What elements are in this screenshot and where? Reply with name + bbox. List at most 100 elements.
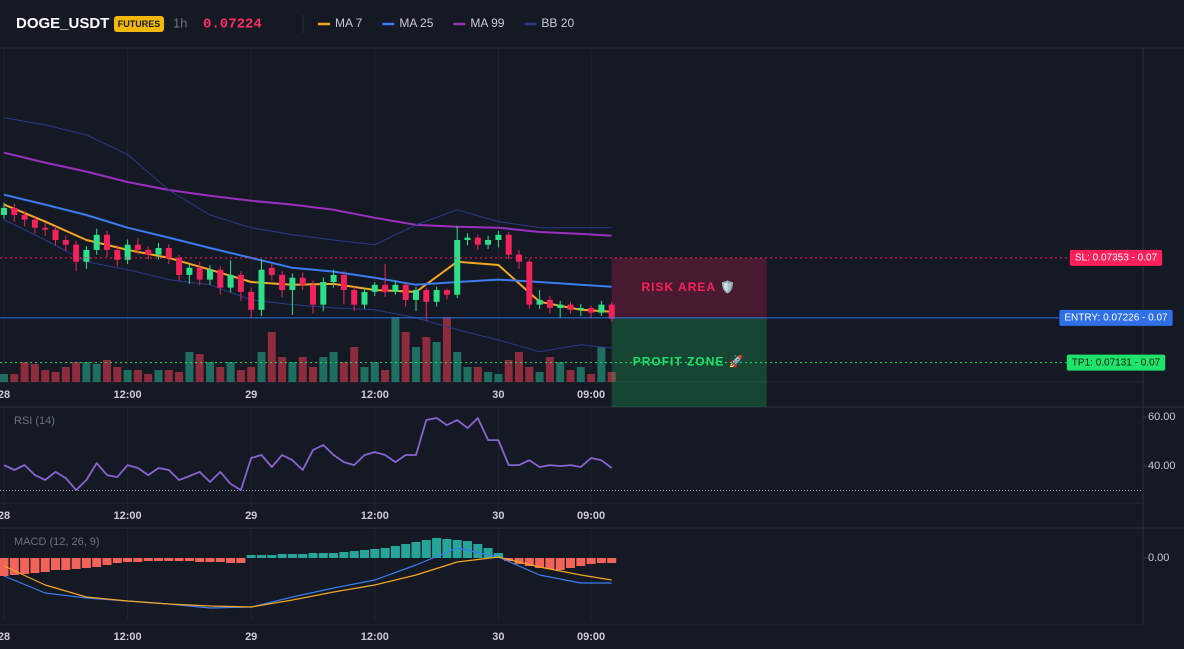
y-tick-label: 40.00	[1148, 460, 1176, 472]
histogram-bar	[596, 558, 606, 563]
candle-body	[299, 277, 306, 285]
candle-body	[557, 304, 564, 308]
volume-bar	[432, 342, 441, 382]
candle-body	[279, 274, 286, 291]
candle-body	[289, 277, 296, 291]
histogram-bar	[112, 558, 122, 563]
volume-bar	[144, 374, 153, 382]
volume-bar	[236, 370, 245, 382]
histogram-bar	[401, 544, 411, 558]
candle-body	[145, 249, 152, 255]
rsi-title: RSI (14)	[14, 415, 55, 427]
candle-body	[176, 257, 183, 275]
candle-body	[83, 249, 90, 262]
volume-bar	[185, 352, 194, 382]
candle-body	[340, 274, 347, 291]
candle-body	[588, 307, 595, 313]
histogram-bar	[566, 558, 575, 568]
volume-bar	[587, 374, 596, 382]
volume-bar	[535, 372, 544, 382]
volume-bar	[391, 317, 400, 382]
histogram-bar	[215, 558, 225, 562]
candle-body	[258, 269, 265, 310]
volume-bar	[10, 374, 19, 382]
candle-body	[52, 229, 59, 241]
histogram-bar	[339, 552, 349, 558]
volume-bar	[175, 372, 184, 382]
volume-bar	[247, 367, 256, 382]
x-tick-label: 12:00	[114, 389, 142, 401]
histogram-bar	[9, 558, 19, 575]
candle-body	[371, 284, 378, 292]
histogram-bar	[81, 558, 91, 568]
candle-body	[73, 244, 80, 262]
volume-bar	[329, 352, 338, 382]
candle-body	[402, 284, 409, 300]
zone	[611, 257, 767, 318]
candle-body	[248, 291, 255, 310]
candle-body	[1, 207, 7, 215]
level-tag: TP1: 0.07131 - 0.07	[1072, 357, 1161, 368]
x-tick-label: 12:00	[114, 510, 142, 522]
candle-body	[93, 234, 100, 250]
candle-body	[433, 290, 440, 302]
volume-bar	[484, 372, 493, 382]
histogram-bar	[195, 558, 205, 562]
badge: FUTURES	[118, 19, 161, 29]
histogram-bar	[287, 554, 297, 558]
histogram-bar	[555, 558, 565, 570]
volume-bar	[442, 317, 451, 382]
candle-body	[330, 274, 337, 282]
volume-bar	[92, 364, 101, 382]
volume-bar	[556, 362, 565, 382]
volume-bar	[257, 352, 266, 382]
histogram-bar	[267, 555, 277, 558]
candle-body	[165, 248, 172, 258]
signal-line	[3, 556, 612, 608]
volume-bar	[339, 362, 348, 382]
candle-body	[186, 267, 193, 275]
legend-label: MA 25	[399, 16, 433, 30]
volume-bar	[0, 374, 8, 382]
histogram-bar	[184, 558, 194, 561]
volume-bar	[82, 362, 91, 382]
legend-label: MA 99	[470, 16, 504, 30]
histogram-bar	[329, 553, 339, 558]
histogram-bar	[514, 558, 524, 564]
level-tag: SL: 0.07353 - 0.07	[1075, 253, 1158, 264]
candle-body	[577, 307, 584, 310]
level-tag-bg	[1069, 249, 1163, 266]
candle-body	[474, 237, 481, 245]
volume-bar	[463, 367, 472, 382]
histogram-bar	[421, 540, 431, 558]
ma-line	[3, 193, 612, 288]
x-tick-label: 12:00	[361, 510, 389, 522]
histogram-bar	[205, 558, 215, 562]
volume-bar	[216, 367, 225, 382]
histogram-bar	[164, 558, 174, 561]
candle-body	[567, 304, 574, 310]
x-tick-label: 12:00	[361, 389, 389, 401]
volume-bar	[195, 354, 204, 382]
volume-bar	[206, 362, 214, 382]
histogram-bar	[432, 538, 442, 558]
histogram-bar	[463, 541, 472, 558]
candle-body	[361, 291, 368, 305]
volume-bar	[319, 357, 328, 382]
candle-body	[526, 261, 533, 305]
x-tick-label: 29	[245, 510, 257, 522]
candle-body	[11, 207, 18, 215]
candle-body	[485, 240, 492, 245]
volume-bar	[164, 370, 173, 382]
candle-body	[21, 215, 28, 220]
candle-body	[536, 299, 543, 305]
candle-body	[196, 267, 203, 280]
volume-bar	[113, 367, 122, 382]
histogram-bar	[154, 558, 163, 561]
x-tick-label: 29	[245, 389, 257, 401]
x-tick-label: 09:00	[577, 510, 605, 522]
x-tick-label: 28	[0, 510, 10, 522]
candle-body	[516, 254, 522, 262]
